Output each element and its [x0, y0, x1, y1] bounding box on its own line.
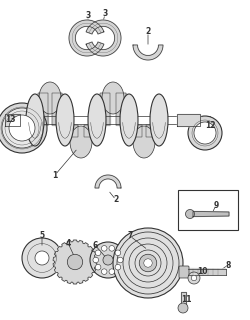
Polygon shape: [132, 125, 142, 137]
Polygon shape: [193, 212, 229, 217]
Circle shape: [35, 251, 49, 265]
Circle shape: [194, 122, 216, 144]
Circle shape: [188, 116, 222, 150]
Ellipse shape: [150, 94, 168, 146]
Polygon shape: [180, 292, 186, 308]
Ellipse shape: [102, 82, 124, 114]
Circle shape: [178, 303, 188, 313]
Circle shape: [109, 269, 114, 275]
Circle shape: [9, 115, 35, 141]
Text: 10: 10: [197, 268, 207, 276]
Polygon shape: [133, 45, 163, 60]
Polygon shape: [116, 93, 126, 125]
Text: 13: 13: [5, 116, 15, 124]
Text: 8: 8: [225, 260, 231, 269]
Ellipse shape: [39, 82, 61, 114]
Text: 3: 3: [102, 10, 108, 19]
Circle shape: [22, 238, 62, 278]
Circle shape: [2, 108, 42, 148]
Polygon shape: [100, 93, 110, 125]
Circle shape: [103, 255, 113, 265]
Polygon shape: [53, 240, 97, 284]
Circle shape: [113, 228, 183, 298]
FancyBboxPatch shape: [179, 266, 189, 278]
Text: 3: 3: [86, 12, 90, 20]
Circle shape: [95, 264, 101, 270]
Text: 2: 2: [114, 196, 119, 204]
Circle shape: [115, 264, 121, 270]
Circle shape: [102, 245, 107, 251]
Polygon shape: [68, 125, 78, 137]
Circle shape: [95, 250, 101, 256]
Circle shape: [115, 250, 121, 256]
Circle shape: [102, 269, 107, 275]
Polygon shape: [38, 93, 48, 125]
Ellipse shape: [133, 126, 155, 158]
Ellipse shape: [26, 94, 44, 146]
Ellipse shape: [88, 94, 106, 146]
Circle shape: [67, 254, 83, 270]
Ellipse shape: [120, 94, 138, 146]
Polygon shape: [52, 93, 62, 125]
Circle shape: [109, 245, 114, 251]
Text: 6: 6: [92, 241, 98, 250]
Ellipse shape: [56, 94, 74, 146]
Text: 2: 2: [146, 28, 150, 36]
Circle shape: [118, 257, 123, 263]
Circle shape: [90, 242, 126, 278]
Circle shape: [188, 272, 200, 284]
Circle shape: [186, 210, 194, 219]
Polygon shape: [86, 20, 121, 56]
Text: 9: 9: [214, 201, 218, 210]
Text: 4: 4: [66, 238, 71, 247]
Polygon shape: [84, 125, 94, 137]
Text: 11: 11: [181, 295, 191, 305]
Ellipse shape: [70, 126, 92, 158]
Circle shape: [191, 275, 197, 281]
Circle shape: [139, 254, 157, 272]
Circle shape: [144, 259, 152, 267]
Polygon shape: [188, 268, 226, 276]
Text: 1: 1: [52, 171, 58, 180]
Text: 12: 12: [205, 122, 215, 131]
Polygon shape: [69, 20, 104, 56]
Text: 5: 5: [40, 230, 44, 239]
Bar: [178, 190, 238, 230]
Polygon shape: [5, 114, 20, 126]
Text: 7: 7: [127, 231, 133, 241]
Circle shape: [93, 257, 98, 263]
Polygon shape: [95, 175, 121, 188]
Polygon shape: [177, 114, 200, 126]
Polygon shape: [146, 125, 156, 137]
Circle shape: [0, 103, 47, 153]
